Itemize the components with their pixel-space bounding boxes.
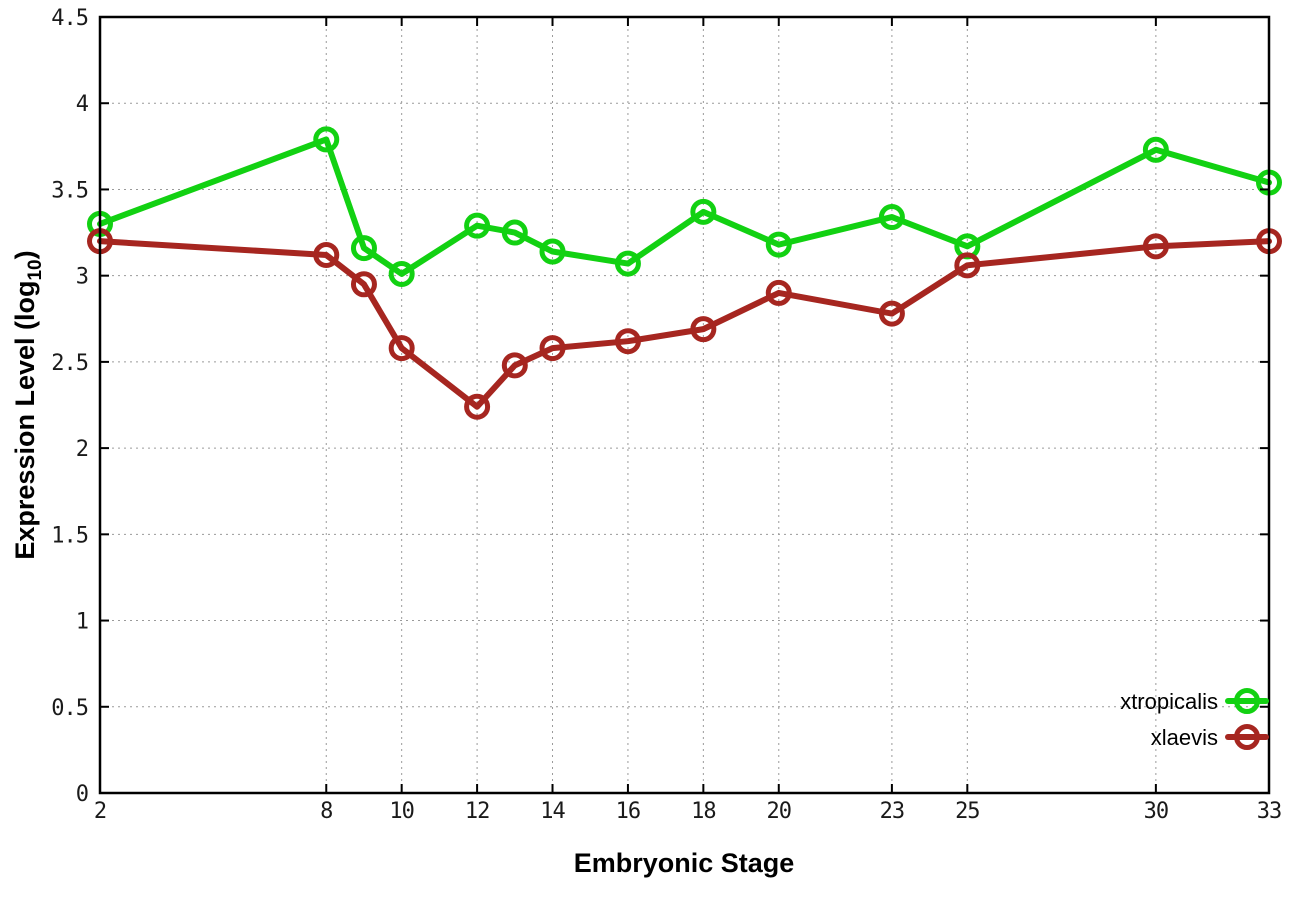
x-tick-label-20: 20 [767, 799, 792, 824]
y-tick-label-2: 2 [76, 437, 88, 462]
axes-frame-layer [98, 15, 1271, 795]
data-point-xlaevis-stage-23 [878, 300, 905, 327]
y-tick-label-3: 3 [76, 265, 88, 290]
data-point-xlaevis-stage-30 [1142, 233, 1169, 260]
data-point-xtropicalis-stage-13 [501, 219, 528, 246]
data-point-xtropicalis-stage-20 [765, 231, 792, 258]
x-tick-label-25: 25 [955, 799, 980, 824]
y-tick-label-1: 1 [76, 610, 88, 635]
series-layer [87, 126, 1282, 420]
data-point-xlaevis-stage-13 [501, 352, 528, 379]
x-tick-label-18: 18 [691, 799, 716, 824]
series-line-xlaevis [97, 238, 1272, 410]
x-axis-title: Embryonic Stage [574, 848, 795, 878]
data-point-xlaevis-stage-16 [614, 328, 641, 355]
y-tick-label-2.5: 2.5 [51, 351, 88, 376]
data-point-xtropicalis-stage-10 [388, 260, 415, 287]
data-point-xlaevis-stage-18 [690, 316, 717, 343]
data-point-xtropicalis-stage-9 [350, 235, 377, 262]
legend-samples-layer [1225, 688, 1269, 750]
x-tick-label-10: 10 [389, 799, 414, 824]
y-tick-label-4.5: 4.5 [51, 6, 88, 31]
y-tick-label-1.5: 1.5 [51, 523, 88, 548]
x-tick-label-16: 16 [616, 799, 641, 824]
data-point-xtropicalis-stage-16 [614, 250, 641, 277]
series-line-xtropicalis [97, 136, 1272, 277]
data-point-xlaevis-stage-20 [765, 279, 792, 306]
y-axis-title: Expression Level (log10) [10, 250, 46, 559]
data-point-xtropicalis-stage-23 [878, 204, 905, 231]
data-point-xtropicalis-stage-14 [539, 238, 566, 265]
data-point-xlaevis-stage-8 [313, 241, 340, 268]
plot-border [98, 15, 1271, 795]
data-point-xtropicalis-stage-18 [690, 198, 717, 225]
x-tick-label-23: 23 [880, 799, 905, 824]
gridlines-layer [100, 17, 1269, 793]
x-tick-label-2: 2 [94, 799, 106, 824]
x-tick-label-30: 30 [1144, 799, 1169, 824]
data-point-xlaevis-stage-10 [388, 335, 415, 362]
legend-sample-marker-xtropicalis [1234, 688, 1260, 714]
legend-sample-marker-xlaevis [1234, 724, 1260, 750]
data-point-xtropicalis-stage-8 [313, 126, 340, 153]
data-point-xlaevis-stage-9 [350, 271, 377, 298]
data-point-xtropicalis-stage-12 [464, 212, 491, 239]
tick-labels-layer: 2 8 10 12 14 16 18 20 23 25 30 33 0 0.5 1 1.5 2 2.5 3 3.5 4 4… [51, 6, 1282, 824]
x-tick-label-14: 14 [540, 799, 565, 824]
y-tick-label-0.5: 0.5 [51, 696, 88, 721]
x-tick-label-8: 8 [320, 799, 332, 824]
data-point-xlaevis-stage-12 [464, 393, 491, 420]
x-tick-label-12: 12 [465, 799, 490, 824]
legend-label-xtropicalis: xtropicalis [1120, 689, 1218, 714]
data-point-xtropicalis-stage-30 [1142, 136, 1169, 163]
y-tick-label-0: 0 [76, 782, 88, 807]
data-point-xlaevis-stage-14 [539, 335, 566, 362]
legend-label-xlaevis: xlaevis [1151, 725, 1218, 750]
data-point-xlaevis-stage-25 [954, 252, 981, 279]
y-tick-label-3.5: 3.5 [51, 178, 88, 203]
x-tick-label-33: 33 [1257, 799, 1282, 824]
y-tick-label-4: 4 [76, 92, 89, 117]
